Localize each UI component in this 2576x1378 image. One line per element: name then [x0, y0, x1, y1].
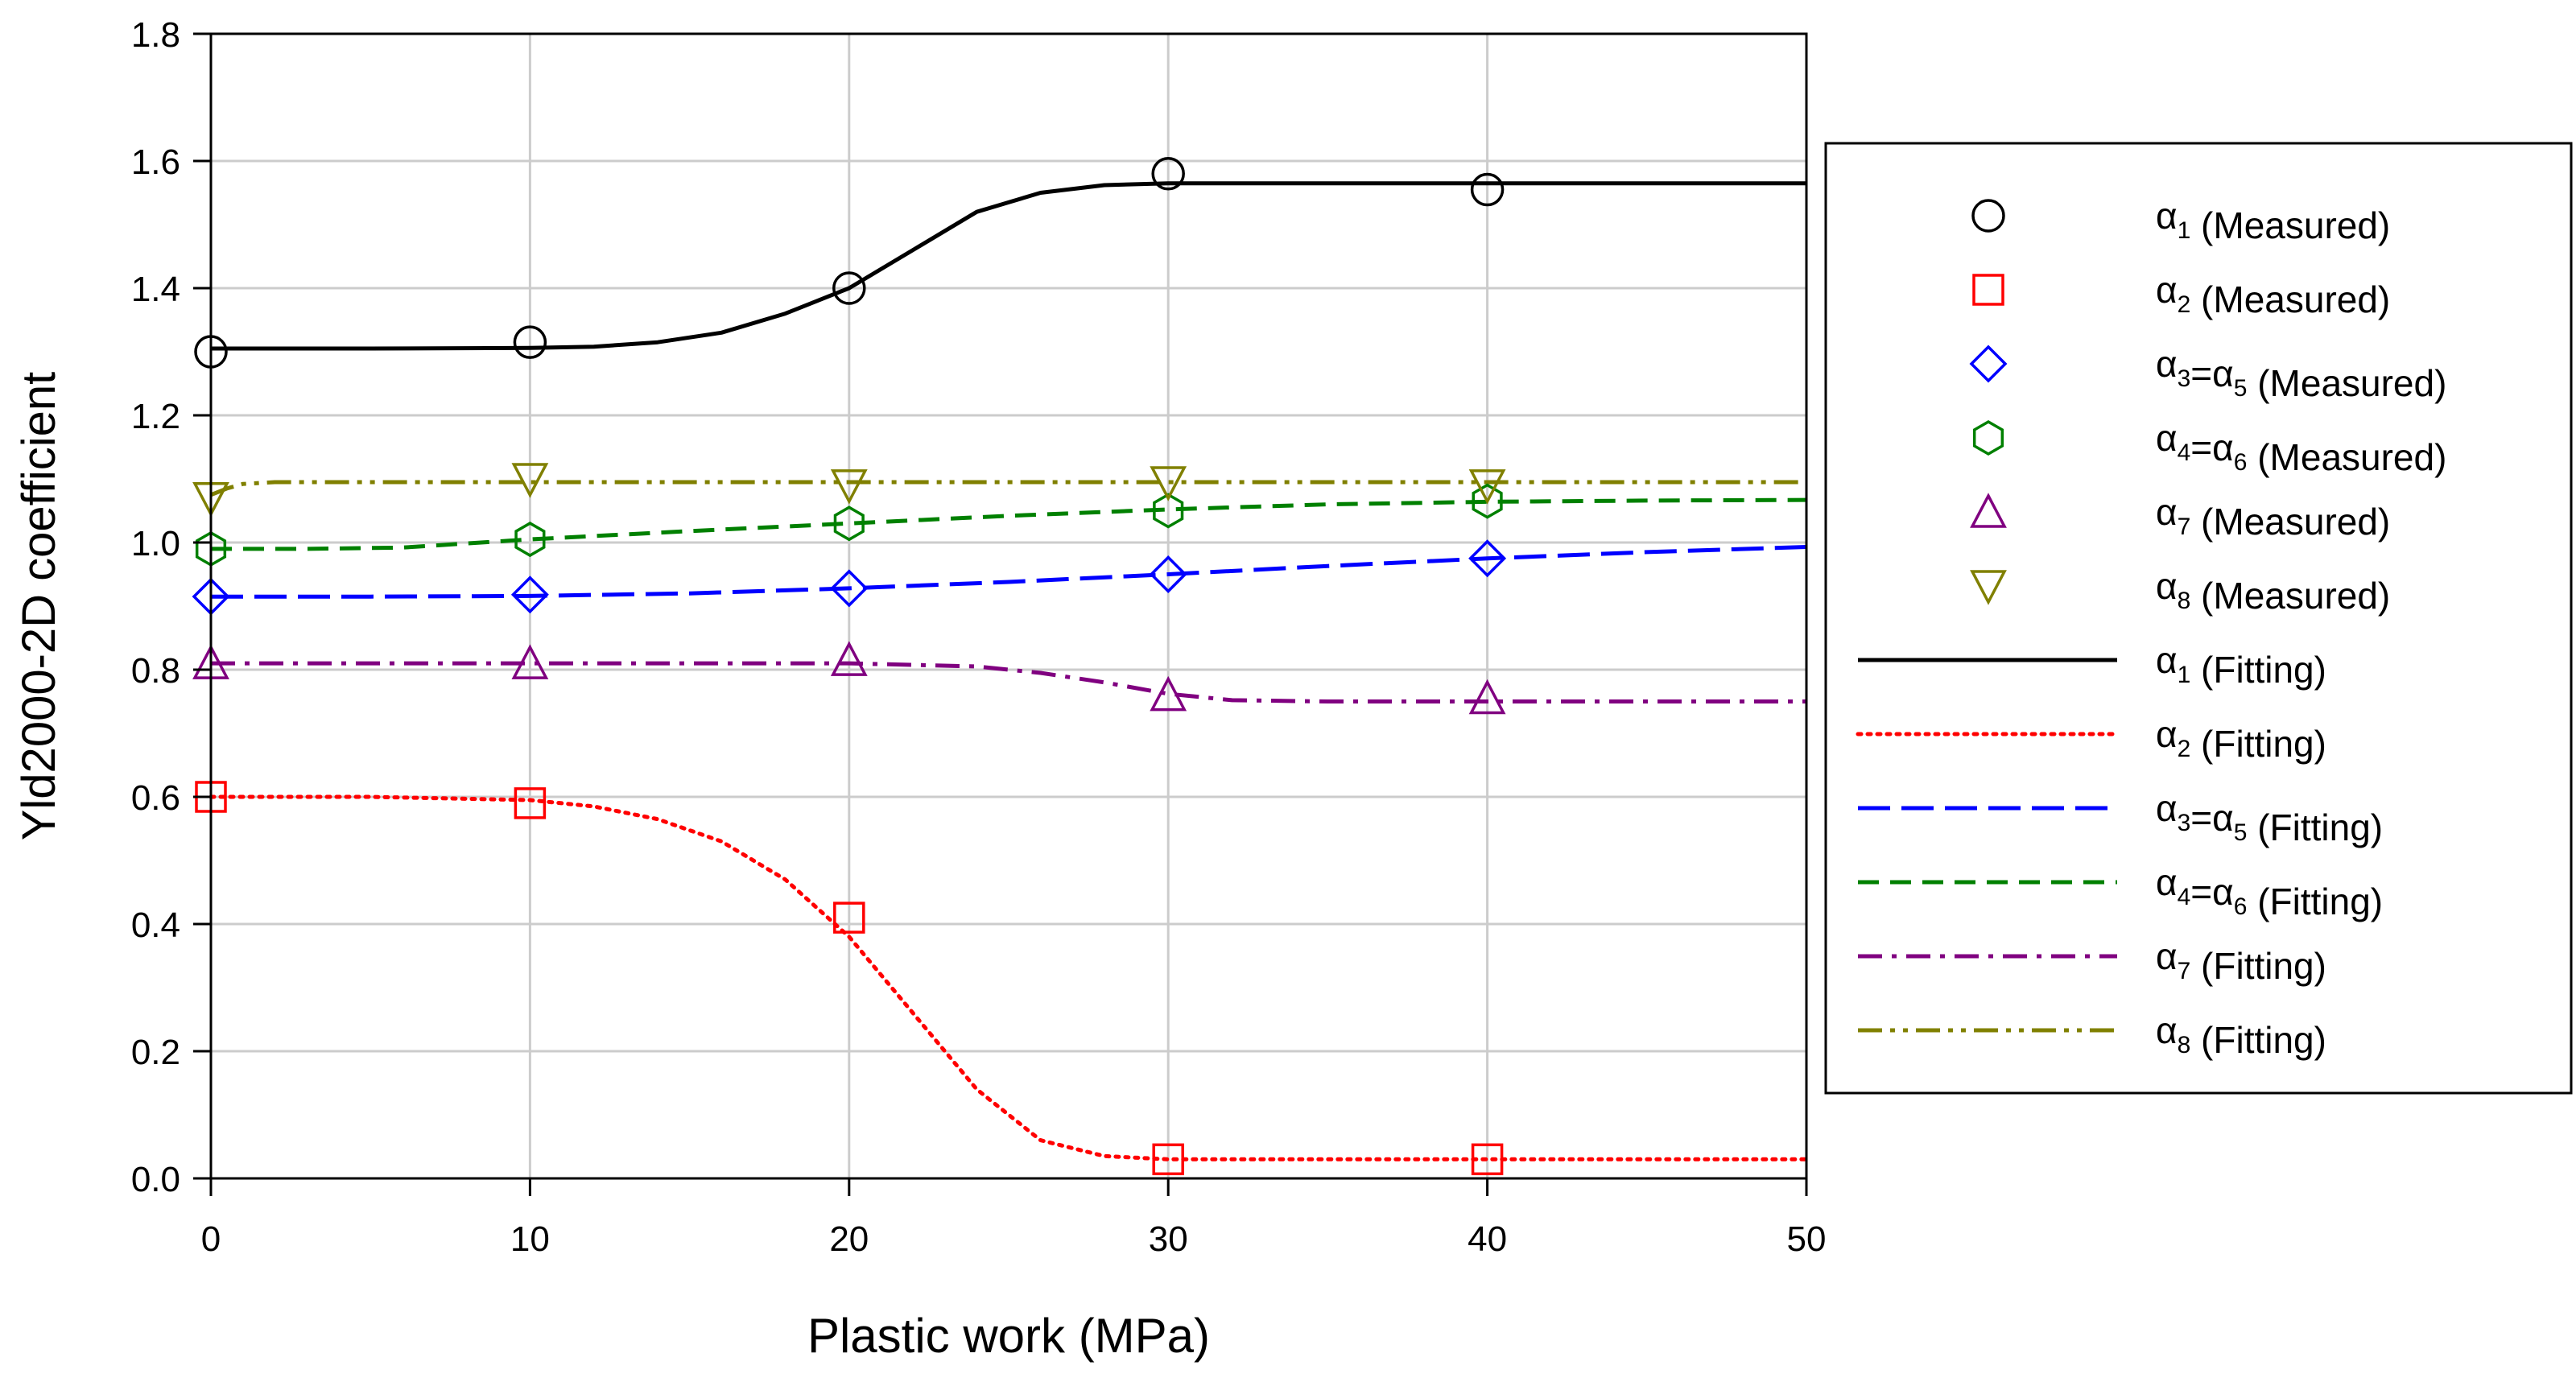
legend-marker-measured-4 — [1972, 419, 2004, 456]
measured-point-6 — [1150, 466, 1187, 501]
y-axis-label: Yld2000-2D coefficient — [13, 372, 65, 841]
measured-point-6 — [830, 469, 868, 505]
measured-point-6 — [511, 463, 549, 498]
legend-label-measured-1: α1 (Measured) — [2156, 195, 2390, 246]
measured-point-4 — [1472, 483, 1503, 519]
measured-point-5 — [830, 641, 868, 676]
measured-point-1 — [832, 271, 866, 305]
fitting-line-1 — [211, 181, 1806, 351]
measured-point-6 — [1468, 469, 1506, 505]
measured-point-2 — [514, 787, 547, 819]
legend-box — [1824, 142, 2573, 1095]
x-tick-label: 10 — [510, 1219, 550, 1259]
y-tick-label: 1.2 — [131, 397, 180, 436]
legend-label-fitting-5: α7 (Fitting) — [2156, 935, 2326, 987]
legend-label-fitting-3: α3=α5 (Fitting) — [2156, 787, 2383, 848]
gridlines — [211, 34, 1806, 1178]
measured-point-1 — [1470, 172, 1505, 207]
measured-point-5 — [511, 644, 549, 679]
legend-label-fitting-6: α8 (Fitting) — [2156, 1009, 2326, 1061]
legend-marker-measured-5 — [1970, 493, 2007, 528]
measured-point-5 — [1468, 679, 1506, 715]
legend-label-fitting-1: α1 (Fitting) — [2156, 639, 2326, 691]
measured-point-2 — [833, 901, 865, 934]
plot-area-frame — [209, 32, 1808, 1180]
measured-point-1 — [1151, 157, 1185, 191]
y-tick-label: 0.6 — [131, 778, 180, 818]
fitting-line-5 — [211, 661, 1806, 703]
measured-point-4 — [1153, 493, 1184, 529]
legend-label-measured-2: α2 (Measured) — [2156, 269, 2390, 320]
measured-point-4 — [514, 522, 546, 558]
y-tick-label: 0.0 — [131, 1160, 180, 1199]
y-tick-label: 1.6 — [131, 142, 180, 182]
legend-label-measured-6: α8 (Measured) — [2156, 565, 2390, 617]
legend: α1 (Measured) α2 (Measured) α3=α5 (Measure… — [1824, 142, 2573, 1095]
y-tick-label: 0.2 — [131, 1033, 180, 1072]
measured-point-4 — [833, 505, 865, 542]
x-tick-label: 50 — [1787, 1219, 1827, 1259]
legend-marker-measured-3 — [1969, 344, 2008, 383]
legend-label-fitting-2: α2 (Fitting) — [2156, 713, 2326, 765]
legend-marker-measured-2 — [1972, 274, 2004, 306]
x-axis-label: Plastic work (MPa) — [807, 1309, 1210, 1363]
measured-point-2 — [1152, 1143, 1184, 1176]
series-lines — [208, 181, 1809, 1161]
fitting-line-6 — [210, 480, 1806, 497]
y-tick-label: 1.4 — [131, 270, 180, 309]
measured-point-3 — [830, 569, 869, 608]
legend-label-measured-3: α3=α5 (Measured) — [2156, 343, 2446, 404]
measured-point-3 — [1468, 539, 1507, 578]
x-tick-label: 40 — [1468, 1219, 1507, 1259]
y-tick-label: 1.0 — [131, 524, 180, 563]
measured-point-2 — [1471, 1143, 1504, 1176]
x-tick-label: 0 — [201, 1219, 221, 1259]
legend-label-measured-4: α4=α6 (Measured) — [2156, 417, 2446, 478]
measured-point-3 — [510, 576, 549, 614]
x-tick-label: 20 — [829, 1219, 869, 1259]
y-tick-label: 0.8 — [131, 651, 180, 691]
legend-label-measured-5: α7 (Measured) — [2156, 491, 2390, 543]
fitting-line-4 — [211, 497, 1807, 551]
fitting-line-2 — [208, 794, 1809, 1161]
fitting-line-3 — [211, 545, 1807, 599]
y-tick-label: 0.4 — [131, 906, 180, 945]
legend-label-fitting-4: α4=α6 (Fitting) — [2156, 861, 2383, 922]
x-tick-label: 30 — [1149, 1219, 1188, 1259]
axis-ticks: 0 10 20 30 40 50 0.0 0.2 0.4 0.6 0.8 1.0 1.2 1.4 1.6 1.… — [131, 15, 1827, 1259]
y-tick-label: 1.8 — [131, 15, 180, 55]
legend-marker-measured-1 — [1971, 199, 2005, 233]
measured-point-3 — [1149, 555, 1187, 593]
legend-marker-measured-6 — [1970, 570, 2007, 605]
measured-point-1 — [513, 325, 547, 359]
measured-point-5 — [1150, 675, 1187, 712]
